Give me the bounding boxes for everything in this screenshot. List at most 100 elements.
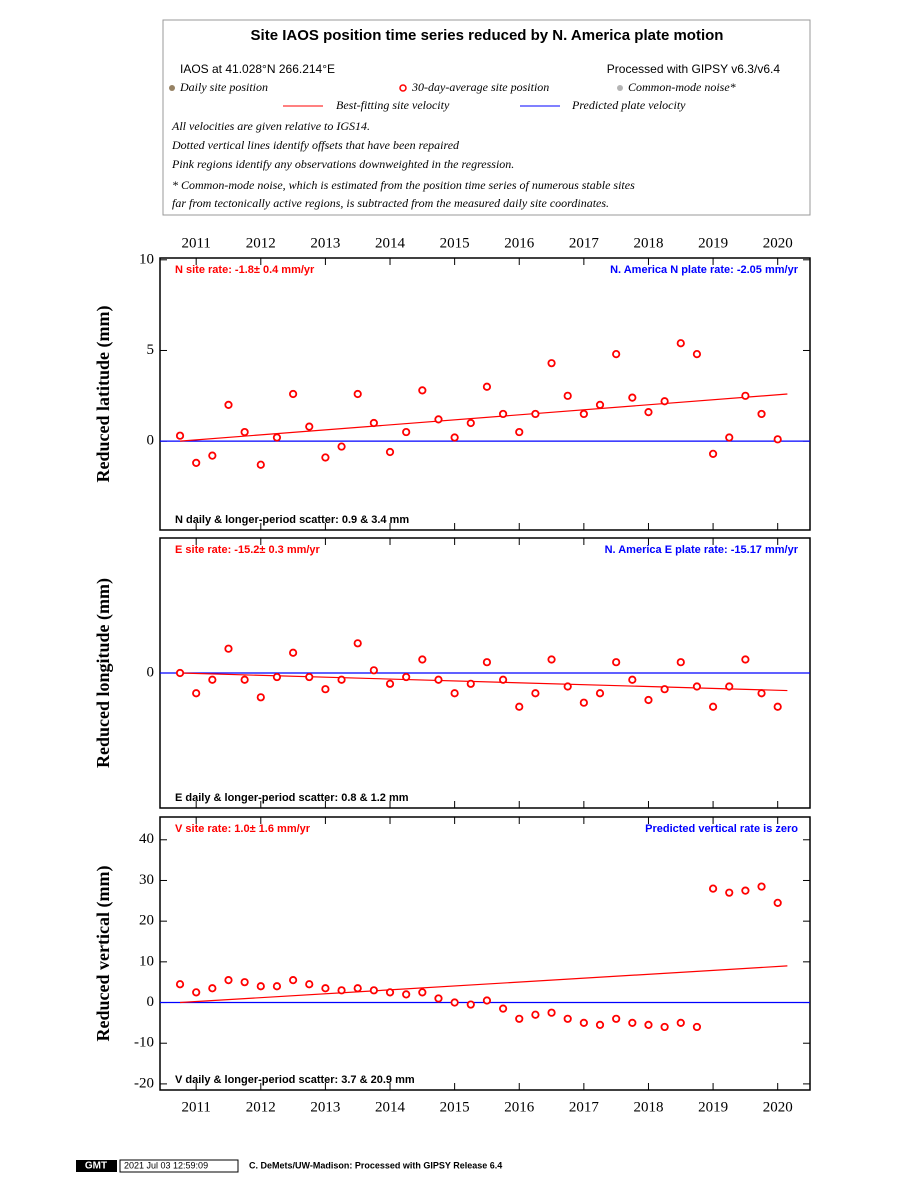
x-tick-label: 2020 — [763, 1099, 793, 1115]
average-position — [531, 689, 540, 698]
average-position — [224, 400, 233, 409]
average-position — [595, 400, 605, 409]
average-position — [579, 409, 588, 419]
average-position — [289, 976, 298, 985]
average-position — [353, 639, 362, 648]
average-position — [676, 1018, 685, 1027]
average-position — [482, 996, 492, 1005]
average-position — [547, 359, 556, 368]
average-position — [757, 409, 766, 419]
average-position — [402, 427, 411, 437]
average-position — [466, 679, 475, 688]
average-position — [434, 994, 443, 1003]
plate-rate: N. America N plate rate: -2.05 mm/yr — [610, 264, 799, 276]
average-position — [498, 409, 508, 419]
note: far from tectonically active regions, is… — [172, 196, 609, 210]
average-position — [708, 884, 718, 893]
average-position — [628, 393, 637, 402]
average-position — [692, 350, 702, 359]
scatter-text: E daily & longer-period scatter: 0.8 & 1… — [175, 792, 409, 804]
average-position — [563, 682, 572, 691]
y-tick-label: 0 — [147, 994, 155, 1010]
average-position — [725, 682, 734, 691]
average-position — [515, 427, 524, 437]
x-tick-label: 2019 — [698, 1099, 728, 1115]
average-position — [418, 386, 427, 395]
average-position — [482, 658, 492, 667]
average-position — [660, 685, 669, 694]
average-position — [725, 433, 734, 442]
x-tick-label: 2014 — [375, 1099, 406, 1115]
average-position — [240, 427, 249, 437]
x-tick-label: 2011 — [181, 235, 210, 251]
average-position — [773, 702, 782, 711]
average-position — [208, 451, 217, 460]
average-position — [466, 418, 475, 428]
legend-label: Daily site position — [179, 80, 268, 94]
timestamp-box — [119, 1159, 239, 1173]
average-position — [660, 397, 669, 406]
average-position — [369, 986, 378, 995]
note: Dotted vertical lines identify offsets t… — [171, 138, 460, 152]
average-position — [579, 698, 588, 707]
average-position — [692, 1022, 702, 1032]
average-position — [708, 702, 718, 711]
average-position — [531, 409, 540, 419]
note: All velocities are given relative to IGS… — [171, 119, 370, 133]
legend-dot — [169, 85, 175, 91]
average-position — [369, 418, 378, 428]
plot-frame — [159, 257, 811, 531]
average-position — [192, 689, 201, 698]
average-position — [450, 689, 459, 698]
y-tick-label: -20 — [134, 1075, 154, 1091]
x-tick-label: 2019 — [698, 235, 728, 251]
average-position — [175, 668, 185, 678]
average-position — [434, 415, 443, 424]
y-tick-label: 0 — [147, 433, 155, 449]
average-position — [515, 702, 524, 711]
average-position — [741, 391, 750, 400]
average-position — [676, 339, 685, 348]
site-rate: V site rate: 1.0± 1.6 mm/yr — [175, 823, 311, 835]
average-position — [337, 442, 346, 451]
credit: C. DeMets/UW-Madison: Processed with GIP… — [249, 1160, 502, 1170]
average-position — [353, 389, 362, 399]
average-position — [741, 886, 750, 895]
average-position — [612, 658, 621, 667]
y-axis-label: Reduced latitude (mm) — [93, 306, 114, 483]
average-position — [773, 898, 782, 907]
x-tick-label: 2018 — [633, 1099, 663, 1115]
y-tick-label: 40 — [139, 831, 154, 847]
average-position — [256, 460, 265, 469]
scatter-text: V daily & longer-period scatter: 3.7 & 2… — [175, 1074, 415, 1086]
x-tick-label: 2012 — [246, 1099, 276, 1115]
average-position — [450, 998, 459, 1007]
average-position — [272, 672, 282, 682]
average-position — [289, 389, 298, 399]
average-position — [385, 988, 395, 997]
average-position — [224, 976, 233, 985]
y-tick-label: 20 — [139, 913, 154, 929]
plate-rate: N. America E plate rate: -15.17 mm/yr — [605, 544, 799, 556]
processing: Processed with GIPSY v6.3/v6.4 — [607, 62, 781, 76]
average-position — [321, 685, 330, 694]
average-position — [305, 980, 314, 989]
logo-box — [76, 1160, 117, 1172]
average-position — [660, 1022, 669, 1032]
plot-frame — [159, 816, 811, 1091]
average-position — [482, 382, 492, 391]
header-box — [162, 19, 811, 216]
note: Pink regions identify any observations d… — [171, 157, 514, 171]
y-tick-label: 10 — [139, 953, 154, 969]
average-position — [256, 693, 265, 702]
timestamp: 2021 Jul 03 12:59:09 — [124, 1160, 208, 1170]
average-position — [175, 980, 185, 989]
y-axis-label: Reduced longitude (mm) — [93, 578, 114, 768]
average-position — [402, 990, 411, 999]
average-position — [385, 679, 395, 688]
average-position — [208, 984, 217, 993]
location: IAOS at 41.028°N 266.214°E — [180, 62, 335, 76]
x-tick-label: 2017 — [569, 235, 600, 251]
average-position — [369, 666, 378, 675]
average-position — [498, 675, 508, 684]
